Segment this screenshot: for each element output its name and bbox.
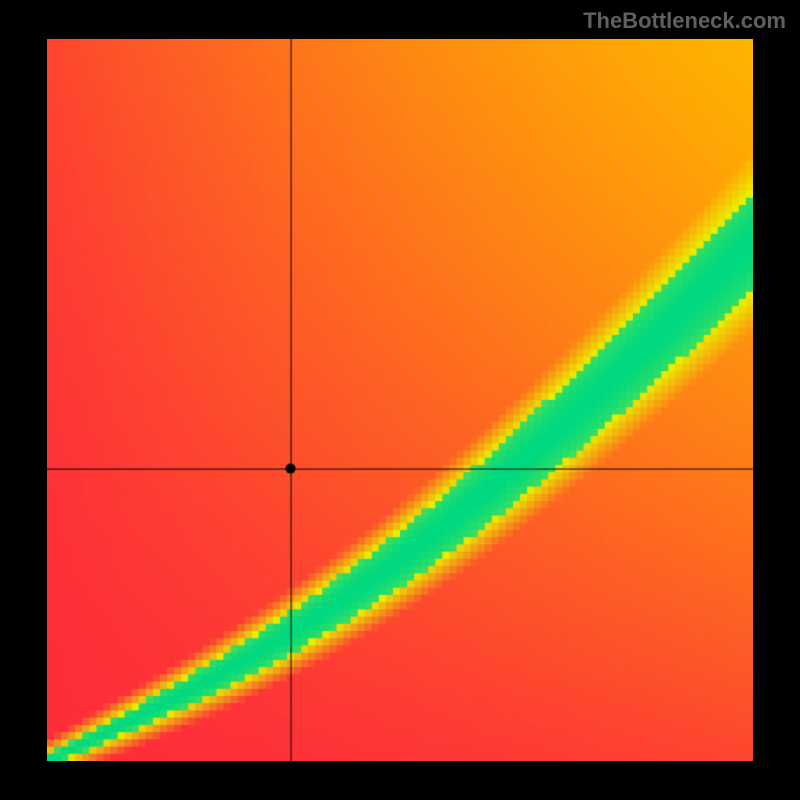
chart-container: TheBottleneck.com	[0, 0, 800, 800]
watermark-text: TheBottleneck.com	[583, 8, 786, 34]
heatmap-canvas	[47, 39, 753, 761]
